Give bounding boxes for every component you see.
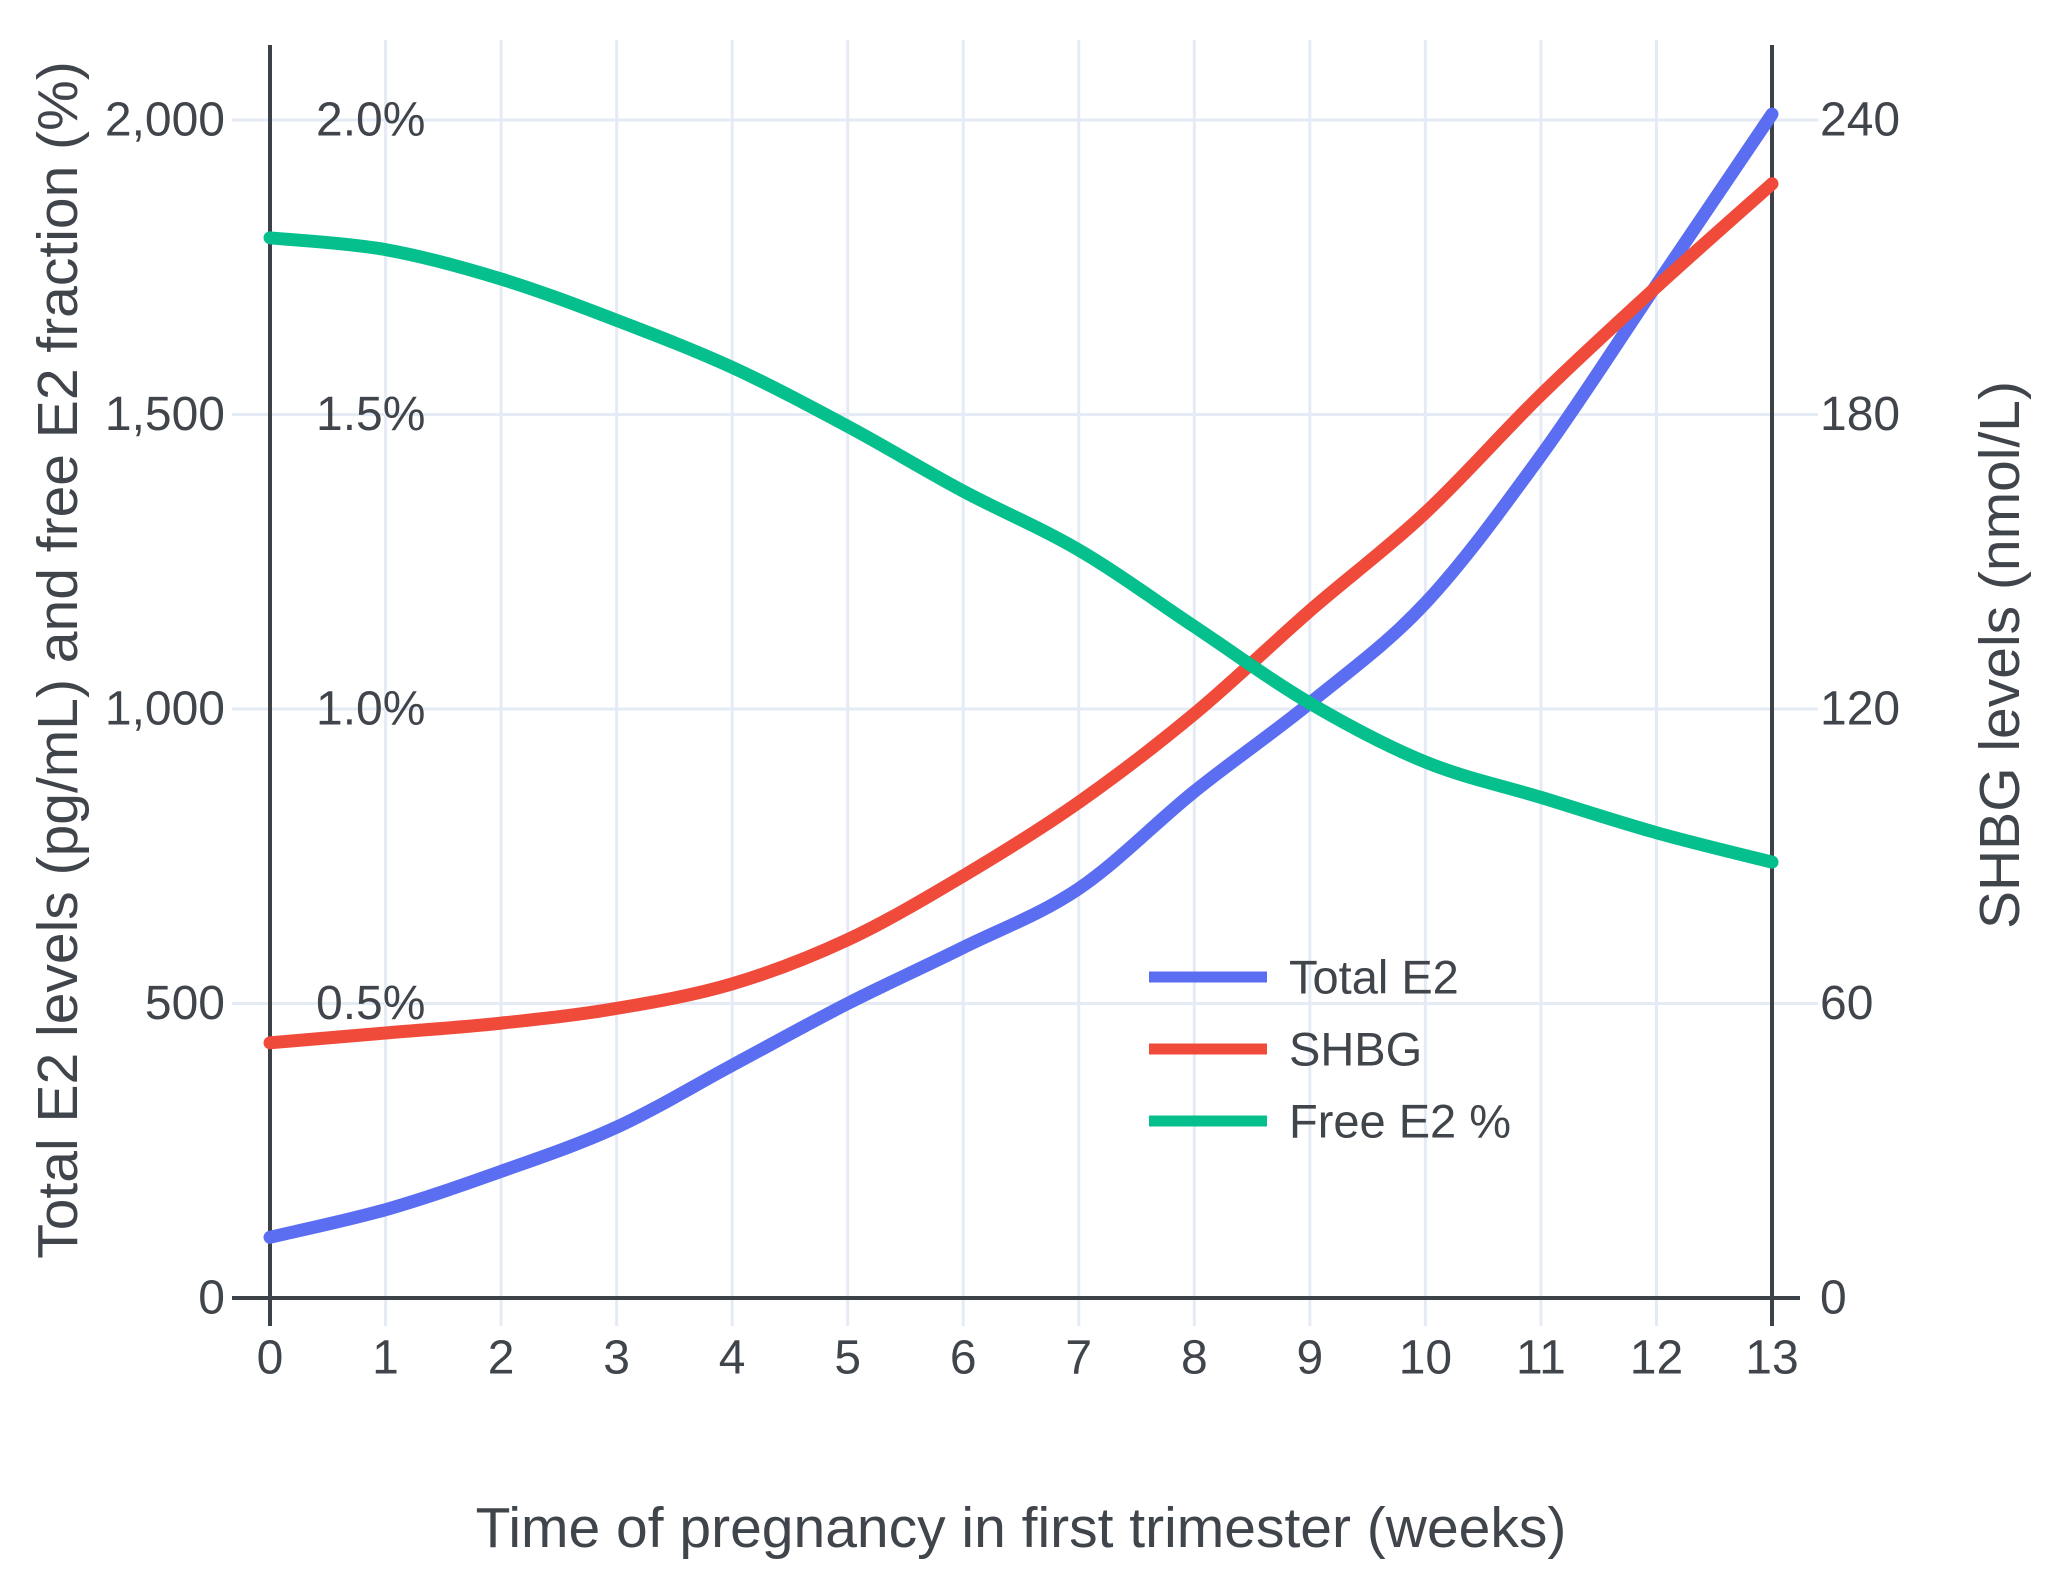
series-line-shbg	[263, 177, 1779, 1050]
x-axis-tick-week-8: 8	[1181, 1332, 1208, 1385]
legend: Total E2 SHBG Free E2 %	[1149, 951, 1511, 1148]
x-axis-tick-week-11: 11	[1516, 1332, 1566, 1385]
gridlines	[232, 40, 1818, 1326]
x-axis-tick-week-1: 1	[372, 1332, 399, 1385]
right-axis-tick-120: 120	[1820, 683, 1900, 736]
series-line-free-e2	[263, 231, 1779, 869]
right-axis-tick-240: 240	[1820, 94, 1900, 147]
percent-axis-tick-0.5: 0.5%	[316, 977, 425, 1030]
x-axis-tick-week-3: 3	[603, 1332, 630, 1385]
right-axis-tick-60: 60	[1820, 977, 1873, 1030]
left-axis-tick-500: 500	[145, 977, 225, 1030]
legend-item-shbg: SHBG	[1149, 1023, 1422, 1076]
x-axis-tick-week-13: 13	[1745, 1332, 1798, 1385]
tick-labels: 05001,0001,5002,0000.5%1.0%1.5%2.0%06012…	[105, 94, 1900, 1385]
x-axis-tick-week-7: 7	[1065, 1332, 1092, 1385]
series-line-total-e2	[263, 107, 1779, 1244]
percent-axis-tick-1.5: 1.5%	[316, 388, 425, 441]
axes	[232, 45, 1800, 1326]
right-axis-title: SHBG levels (nmol/L)	[1968, 381, 2032, 929]
x-axis-tick-week-12: 12	[1630, 1332, 1683, 1385]
x-axis-tick-week-4: 4	[719, 1332, 746, 1385]
left-axis-title: Total E2 levels (pg/mL) and free E2 frac…	[26, 61, 90, 1259]
right-axis-tick-0: 0	[1820, 1272, 1847, 1325]
x-axis-tick-week-9: 9	[1296, 1332, 1323, 1385]
legend-label-total-e2: Total E2	[1289, 951, 1459, 1004]
legend-label-shbg: SHBG	[1289, 1023, 1422, 1076]
left-axis-tick-0: 0	[198, 1272, 225, 1325]
x-axis-tick-week-10: 10	[1399, 1332, 1452, 1385]
percent-axis-tick-2: 2.0%	[316, 94, 425, 147]
x-axis-title: Time of pregnancy in first trimester (we…	[476, 1496, 1567, 1560]
legend-item-total-e2: Total E2	[1149, 951, 1459, 1004]
x-axis-tick-week-5: 5	[834, 1332, 861, 1385]
x-axis-tick-week-2: 2	[488, 1332, 515, 1385]
legend-label-free-e2: Free E2 %	[1289, 1095, 1511, 1148]
legend-item-free-e2: Free E2 %	[1149, 1095, 1511, 1148]
left-axis-tick-1000: 1,000	[105, 683, 225, 736]
left-axis-tick-2000: 2,000	[105, 94, 225, 147]
right-axis-tick-180: 180	[1820, 388, 1900, 441]
x-axis-tick-week-6: 6	[950, 1332, 977, 1385]
percent-axis-tick-1: 1.0%	[316, 683, 425, 736]
series-lines	[263, 107, 1779, 1244]
x-axis-tick-week-0: 0	[257, 1332, 284, 1385]
left-axis-tick-1500: 1,500	[105, 388, 225, 441]
